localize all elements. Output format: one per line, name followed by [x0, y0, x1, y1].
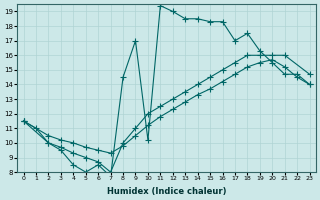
X-axis label: Humidex (Indice chaleur): Humidex (Indice chaleur): [107, 187, 226, 196]
